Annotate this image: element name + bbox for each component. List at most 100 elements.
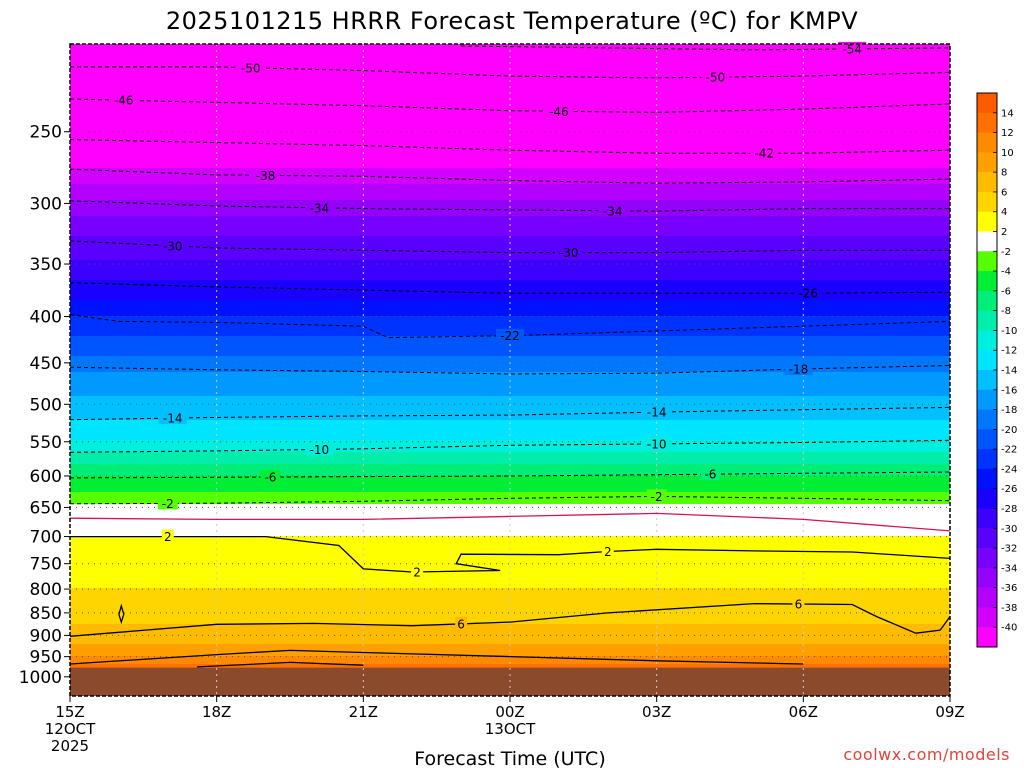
temperature-band: [70, 500, 950, 505]
colorbar-label: -20: [1001, 425, 1017, 436]
contour-label-bg: [251, 168, 280, 182]
y-tick-label: 300: [30, 194, 62, 214]
temperature-band: [70, 412, 950, 417]
temperature-band: [70, 460, 950, 465]
contour-label: -50: [241, 61, 261, 75]
x-tick-label: 21Z: [349, 703, 378, 721]
temperature-band: [70, 296, 950, 301]
temperature-band: [70, 652, 950, 657]
colorbar-swatch: [977, 211, 997, 232]
contour-label: -30: [163, 239, 183, 253]
contour-label-bg: [642, 436, 671, 450]
colorbar-swatch: [977, 627, 997, 648]
isotherm-line: [461, 45, 950, 51]
colorbar-label: 4: [1001, 207, 1007, 218]
temperature-band: [70, 196, 950, 201]
y-tick-label: 250: [30, 123, 62, 143]
contour-label: 2: [164, 530, 172, 544]
colorbar-label: 8: [1001, 168, 1007, 179]
temperature-band: [70, 416, 950, 421]
contour-label-bg: [109, 93, 138, 107]
temperature-band: [70, 160, 950, 165]
y-tick-label: 850: [30, 604, 62, 624]
temperature-band: [70, 136, 950, 141]
x-tick-label: 06Z: [789, 703, 818, 721]
temperature-band: [70, 656, 950, 661]
colorbar-label: 14: [1001, 108, 1014, 119]
contour-label: -26: [798, 287, 818, 301]
y-tick-label: 800: [30, 580, 62, 600]
y-tick-label: 950: [30, 648, 62, 668]
temperature-band: [70, 380, 950, 385]
temperature-band: [70, 424, 950, 429]
colorbar-swatch: [977, 152, 997, 173]
temperature-band: [70, 124, 950, 129]
temperature-band: [70, 164, 950, 169]
temperature-band: [70, 68, 950, 73]
temperature-band: [70, 512, 950, 517]
temperature-band: [70, 584, 950, 589]
temperature-band: [70, 112, 950, 117]
temperature-band: [70, 172, 950, 177]
colorbar-label: 2: [1001, 227, 1007, 238]
colorbar-label: -40: [1001, 623, 1017, 634]
temperature-band: [70, 356, 950, 361]
x-tick-label: 18Z: [202, 703, 231, 721]
contour-label: -34: [603, 204, 623, 218]
colorbar-label: -8: [1001, 306, 1011, 317]
contour-label-bg: [411, 564, 424, 578]
contour-label: -38: [256, 169, 276, 183]
colorbar-label: -10: [1001, 326, 1017, 337]
contour-label: -14: [163, 412, 183, 426]
temperature-band: [70, 184, 950, 189]
x-tick-label: 2025: [51, 737, 89, 755]
y-tick-label: 700: [30, 528, 62, 548]
contour-label: -30: [559, 246, 579, 260]
colorbar-swatch: [977, 508, 997, 529]
colorbar-swatch: [977, 528, 997, 549]
colorbar-swatch: [977, 389, 997, 410]
contour-label-bg: [554, 245, 583, 259]
x-tick-label: 15Z: [55, 703, 84, 721]
temperature-band: [70, 64, 950, 69]
isotherm-line: [70, 649, 804, 665]
temperature-band: [70, 580, 950, 585]
temperature-band: [70, 524, 950, 529]
contour-label-bg: [700, 467, 721, 481]
contour-label-bg: [784, 362, 813, 376]
colorbar-label: -24: [1001, 464, 1017, 475]
temperature-band: [70, 100, 950, 105]
temperature-band: [70, 176, 950, 181]
contour-label-bg: [158, 411, 187, 425]
temperature-band: [70, 628, 950, 633]
colorbar-swatch: [977, 350, 997, 371]
temperature-band: [70, 536, 950, 541]
temperature-band: [70, 44, 950, 49]
temperature-band: [70, 604, 950, 609]
colorbar-label: -4: [1001, 267, 1011, 278]
temperature-band: [70, 476, 950, 481]
x-tick-label: 12OCT: [45, 720, 96, 738]
temperature-band: [70, 376, 950, 381]
colorbar-swatch: [977, 231, 997, 252]
temperature-band: [70, 224, 950, 229]
temperature-band: [70, 208, 950, 213]
credit-text: coolwx.com/models: [843, 745, 1010, 764]
y-tick-label: 600: [30, 467, 62, 487]
contour-label: -42: [754, 147, 774, 161]
colorbar-label: 12: [1001, 128, 1014, 139]
contour-label-bg: [642, 405, 671, 419]
contour-label-bg: [157, 496, 178, 510]
colorbar-label: 6: [1001, 187, 1007, 198]
freezing-level-line: [70, 512, 950, 532]
colorbar-label: -14: [1001, 366, 1017, 377]
contour-label-bg: [305, 442, 334, 456]
colorbar-swatch: [977, 567, 997, 588]
contour-label: -46: [114, 94, 134, 108]
temperature-band: [70, 88, 950, 93]
temperature-band: [70, 304, 950, 309]
contour-label: 2: [604, 545, 612, 559]
x-tick-label: 13OCT: [485, 720, 536, 738]
colorbar-swatch: [977, 172, 997, 193]
